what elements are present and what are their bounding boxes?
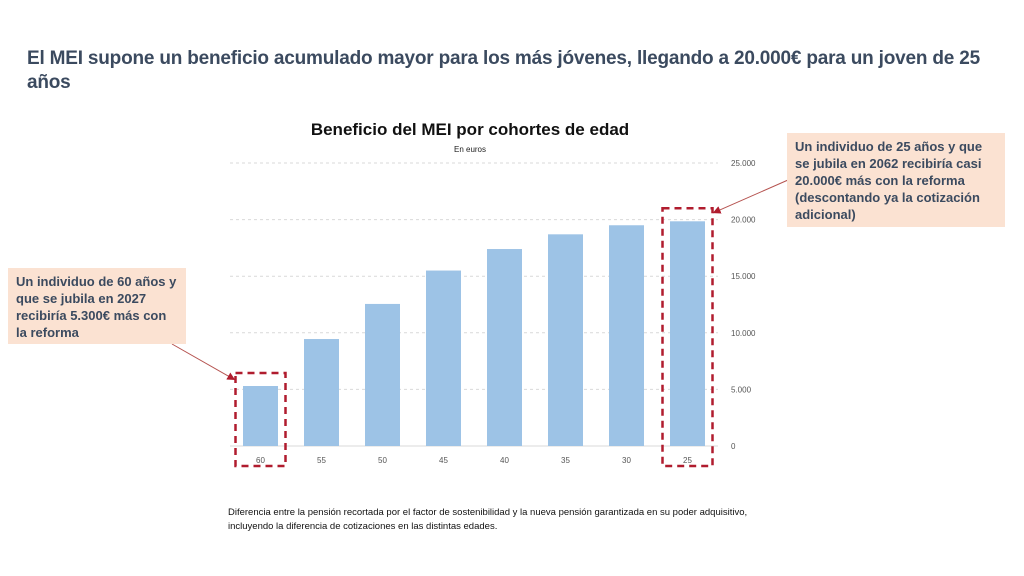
bar-age-45 [426, 270, 461, 446]
x-tick-label: 60 [256, 456, 265, 465]
y-tick-label: 25.000 [731, 159, 756, 168]
highlight-box-age-25 [661, 207, 714, 468]
y-tick-label: 20.000 [731, 216, 756, 225]
x-tick-label: 40 [500, 456, 509, 465]
x-tick-label: 50 [378, 456, 387, 465]
bar-age-30 [609, 225, 644, 446]
bar-age-55 [304, 339, 339, 446]
arrow-to-age-60 [171, 343, 236, 380]
y-tick-label: 5.000 [731, 385, 752, 394]
annotations [171, 179, 789, 468]
y-tick-label: 0 [731, 442, 736, 451]
bars [243, 221, 705, 446]
bar-age-40 [487, 249, 522, 446]
chart-footnote: Diferencia entre la pensión recortada po… [228, 507, 748, 532]
chart-title: Beneficio del MEI por cohortes de edad [310, 120, 630, 139]
highlight-box-age-60 [234, 371, 287, 468]
x-tick-label: 55 [317, 456, 326, 465]
x-tick-label: 25 [683, 456, 692, 465]
bar-age-25 [670, 221, 705, 446]
gridlines [230, 162, 718, 447]
bar-age-50 [365, 303, 400, 446]
x-tick-label: 35 [561, 456, 570, 465]
bar-age-35 [548, 234, 583, 446]
callout-age-25: Un individuo de 25 años y que se jubila … [787, 133, 1005, 227]
y-tick-label: 15.000 [731, 272, 756, 281]
y-tick-labels: 0 5.000 10.000 15.000 20.000 25.000 [731, 159, 756, 451]
callout-age-60: Un individuo de 60 años y que se jubila … [8, 268, 186, 344]
arrow-to-age-25 [712, 179, 789, 214]
x-tick-labels: 60 55 50 45 40 35 30 25 [256, 456, 692, 465]
y-tick-label: 10.000 [731, 329, 756, 338]
chart-subtitle: En euros [453, 145, 487, 154]
x-tick-label: 30 [622, 456, 631, 465]
x-tick-label: 45 [439, 456, 448, 465]
slide-headline: El MEI supone un beneficio acumulado may… [27, 48, 980, 93]
bar-age-60 [243, 386, 278, 446]
